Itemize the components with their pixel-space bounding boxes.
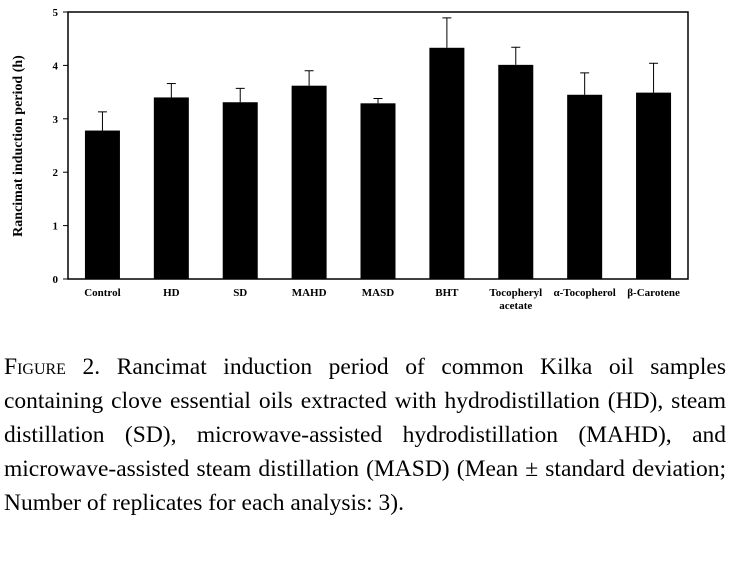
caption-text: Rancimat induction period of common Kilk…: [4, 354, 726, 516]
x-tick-label-3: SD: [233, 287, 247, 299]
x-tick-label-4: MAHD: [292, 287, 327, 299]
error-bars: [97, 17, 659, 131]
bar-8: [567, 94, 603, 280]
y-tick-label-1: 1: [53, 221, 59, 233]
x-tick-label-line: Control: [84, 287, 120, 299]
figure-caption: Figure 2. Rancimat induction period of c…: [4, 350, 726, 520]
caption-number: 2.: [65, 354, 101, 380]
x-tick-label-9: β-Carotene: [627, 287, 680, 299]
x-tick-label-line: SD: [233, 287, 247, 299]
y-tick-label-4: 4: [53, 60, 59, 72]
x-tick-label-line: MAHD: [292, 287, 327, 299]
bars: [84, 47, 672, 280]
bar-4: [291, 85, 327, 279]
caption-label: Figure: [4, 354, 66, 380]
x-tick-label-1: Control: [84, 287, 120, 299]
y-tick-label-3: 3: [53, 114, 59, 126]
x-tick-label-line: acetate: [499, 300, 532, 312]
y-tick-label-0: 0: [53, 274, 59, 286]
bar-3: [222, 102, 258, 279]
bar-5: [360, 103, 396, 280]
bar-1: [84, 130, 120, 279]
x-tick-label-line: α-Tocopherol: [553, 287, 615, 299]
y-axis-ticks: 0 1 2 3 4 5: [53, 7, 68, 286]
x-axis-ticks: Control HD SD MAHD MASD BHT Tocopheryl acetate α…: [84, 287, 680, 312]
bar-9: [636, 92, 672, 279]
x-tick-label-line: BHT: [435, 287, 459, 299]
x-tick-label-line: β-Carotene: [627, 287, 680, 299]
x-tick-label-line: HD: [163, 287, 180, 299]
y-tick-label-5: 5: [53, 7, 59, 19]
y-axis-label: Rancimat induction period (h): [11, 55, 26, 237]
bar-6: [429, 47, 465, 279]
x-tick-label-line: Tocopheryl: [489, 287, 542, 299]
bar-chart: 0 1 2 3 4 5 Control HD SD MAHD MASD BHT Tocopheryl a…: [11, 7, 689, 312]
bar-2: [153, 97, 189, 279]
y-tick-label-2: 2: [53, 167, 59, 179]
bar-7: [498, 64, 534, 279]
x-tick-label-6: BHT: [435, 287, 459, 299]
x-tick-label-5: MASD: [362, 287, 394, 299]
x-tick-label-line: MASD: [362, 287, 394, 299]
x-tick-label-2: HD: [163, 287, 180, 299]
x-tick-label-8: α-Tocopherol: [553, 287, 615, 299]
x-tick-label-7: Tocopheryl acetate: [489, 287, 542, 312]
